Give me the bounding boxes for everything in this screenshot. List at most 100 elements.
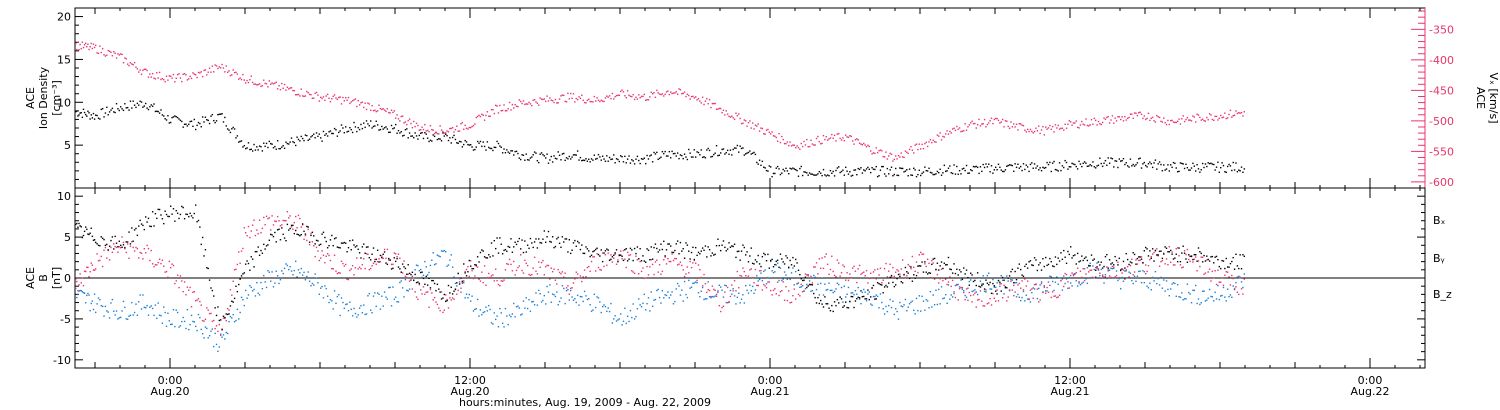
vx-point (1085, 118, 1087, 120)
bx-point (133, 229, 136, 231)
bx-point (1190, 255, 1193, 258)
vx-point (211, 65, 214, 67)
bx-point (1086, 259, 1089, 262)
bz-point (197, 298, 200, 300)
bz-point (383, 248, 386, 251)
top-left-tick-label: 10 (57, 96, 71, 109)
ion-density-point (133, 104, 136, 106)
by-point (95, 311, 97, 314)
by-point (546, 285, 548, 288)
by-point (1099, 274, 1101, 277)
ion-density-point (229, 131, 232, 134)
by-point (547, 291, 550, 293)
bx-point (1033, 257, 1036, 259)
bz-point (842, 264, 844, 266)
bx-point (1170, 249, 1172, 252)
ion-density-point (695, 156, 697, 158)
bx-point (418, 282, 421, 285)
ion-density-point (871, 167, 873, 169)
vx-point (472, 124, 475, 127)
ion-density-point (653, 151, 655, 154)
bz-point (1143, 271, 1146, 273)
ion-density-point (422, 137, 425, 140)
vx-point (954, 129, 957, 132)
by-point (445, 251, 447, 253)
ion-density-point (817, 173, 819, 175)
bz-point (147, 247, 150, 250)
bz-group (75, 211, 1246, 337)
ion-density-point (776, 165, 779, 168)
ion-density-point (411, 135, 414, 137)
by-point (1113, 267, 1115, 269)
bz-point (407, 273, 409, 275)
bz-point (513, 260, 515, 263)
ion-density-point (557, 151, 559, 153)
ion-density-point (671, 150, 673, 153)
ion-density-point (732, 148, 734, 151)
by-point (183, 320, 186, 323)
vx-point (1235, 110, 1237, 112)
bx-point (492, 255, 494, 257)
ion-density-point (207, 119, 209, 122)
ion-density-point (907, 175, 909, 177)
by-point (381, 295, 383, 297)
by-point (1160, 276, 1162, 279)
ion-density-point (357, 126, 359, 129)
vx-point (479, 115, 482, 118)
ion-density-point (508, 152, 511, 154)
vx-point (689, 98, 691, 100)
by-point (422, 274, 425, 277)
vx-point (1071, 124, 1073, 126)
bz-point (432, 299, 434, 301)
by-point (1165, 280, 1168, 282)
bx-point (476, 256, 479, 258)
bz-point (522, 272, 525, 274)
bz-point (960, 286, 962, 289)
by-point (1050, 276, 1052, 278)
by-point (722, 296, 725, 298)
bx-point (1060, 252, 1062, 254)
vx-point (456, 125, 458, 127)
ion-density-point (689, 152, 691, 154)
bx-point (81, 236, 84, 239)
bz-point (1233, 287, 1236, 290)
vx-point (570, 92, 572, 95)
bz-point (465, 268, 468, 271)
vx-point (1049, 124, 1051, 127)
ion-density-point (1035, 167, 1037, 169)
ion-density-point (1074, 163, 1076, 166)
by-point (357, 314, 359, 316)
bz-point (874, 269, 876, 271)
ion-density-point (335, 129, 337, 131)
bx-point (156, 217, 158, 220)
bz-point (490, 275, 493, 277)
by-point (275, 270, 277, 272)
bz-point (451, 297, 454, 299)
bottom-left-tick-label: -5 (60, 313, 71, 326)
bx-point (967, 276, 969, 279)
ion-density-point (456, 142, 458, 144)
vx-point (1232, 115, 1234, 117)
bx-point (575, 245, 577, 247)
by-point (115, 310, 118, 312)
bz-point (736, 270, 739, 273)
ion-density-point (1122, 158, 1125, 160)
bx-point (1090, 254, 1093, 256)
by-point (439, 255, 441, 258)
bz-point (681, 264, 683, 267)
top-left-axis-title: ACE (24, 87, 37, 109)
bx-point (1167, 251, 1169, 253)
vx-point (376, 110, 379, 112)
x-tick-time: 0:00 (758, 374, 783, 387)
by-point (176, 311, 179, 314)
ion-density-point (253, 143, 255, 146)
bz-point (897, 270, 900, 272)
by-point (650, 291, 652, 293)
bx-point (1171, 253, 1173, 255)
by-point (93, 293, 96, 295)
bx-point (1168, 251, 1171, 253)
bz-point (999, 283, 1001, 285)
bz-point (286, 211, 289, 213)
ion-density-point (536, 159, 539, 162)
by-point (1146, 285, 1148, 287)
